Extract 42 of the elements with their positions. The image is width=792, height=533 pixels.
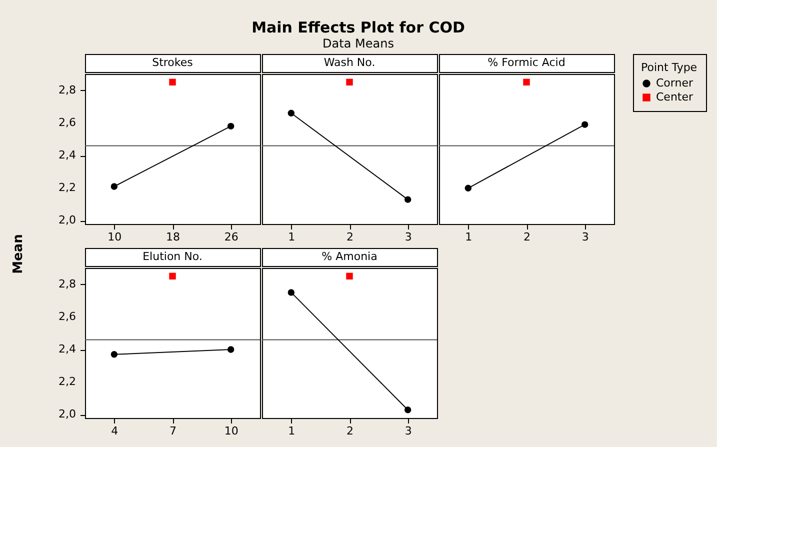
legend-label: Center bbox=[656, 90, 694, 104]
legend-label: Corner bbox=[656, 76, 694, 90]
chart-title: Main Effects Plot for COD bbox=[252, 18, 465, 36]
y-tick-label: 2,8 bbox=[58, 277, 76, 290]
x-tick-label: 3 bbox=[582, 230, 589, 244]
x-tick-label: 1 bbox=[465, 230, 472, 244]
x-tick-label: 10 bbox=[224, 424, 238, 438]
point bbox=[227, 346, 234, 353]
chart-subtitle: Data Means bbox=[322, 36, 394, 50]
x-tick-label: 1 bbox=[288, 230, 296, 244]
x-axis-title: Wash No. bbox=[324, 56, 376, 69]
x-tick-label: 10 bbox=[108, 230, 122, 244]
x-tick-label: 4 bbox=[111, 424, 118, 438]
point bbox=[169, 78, 176, 86]
x-tick-label: 7 bbox=[170, 424, 176, 438]
point bbox=[110, 351, 118, 358]
x-axis-title: Strokes bbox=[152, 56, 194, 69]
x-tick-label: 2 bbox=[346, 230, 354, 244]
legend-title: Point Type bbox=[641, 61, 698, 74]
x-tick-label: 3 bbox=[404, 424, 412, 438]
y-tick-label: 2,6 bbox=[58, 310, 76, 323]
y-tick-label: 2,8 bbox=[58, 83, 76, 96]
y-axis-title: Mean bbox=[11, 234, 26, 274]
x-axis-title: % Formic Acid bbox=[488, 56, 566, 69]
x-tick-label: 2 bbox=[524, 230, 530, 244]
y-tick-label: 2,0 bbox=[58, 214, 76, 227]
y-tick-label: 2,4 bbox=[58, 148, 76, 162]
x-tick-label: 3 bbox=[404, 230, 412, 244]
x-tick-label: 18 bbox=[166, 230, 180, 244]
point bbox=[169, 272, 176, 280]
point bbox=[110, 183, 118, 190]
y-tick-label: 2,6 bbox=[58, 116, 76, 129]
x-tick-label: 1 bbox=[288, 424, 296, 438]
y-tick-label: 2,4 bbox=[58, 342, 76, 356]
x-tick-label: 26 bbox=[224, 230, 238, 244]
x-tick-label: 2 bbox=[346, 424, 354, 438]
x-axis-title: % Amonia bbox=[322, 250, 378, 263]
point bbox=[227, 122, 234, 130]
y-tick-label: 2,2 bbox=[58, 375, 76, 388]
y-tick-label: 2,0 bbox=[58, 408, 76, 421]
y-tick-label: 2,2 bbox=[58, 181, 76, 194]
x-axis-title: Elution No. bbox=[142, 250, 202, 263]
